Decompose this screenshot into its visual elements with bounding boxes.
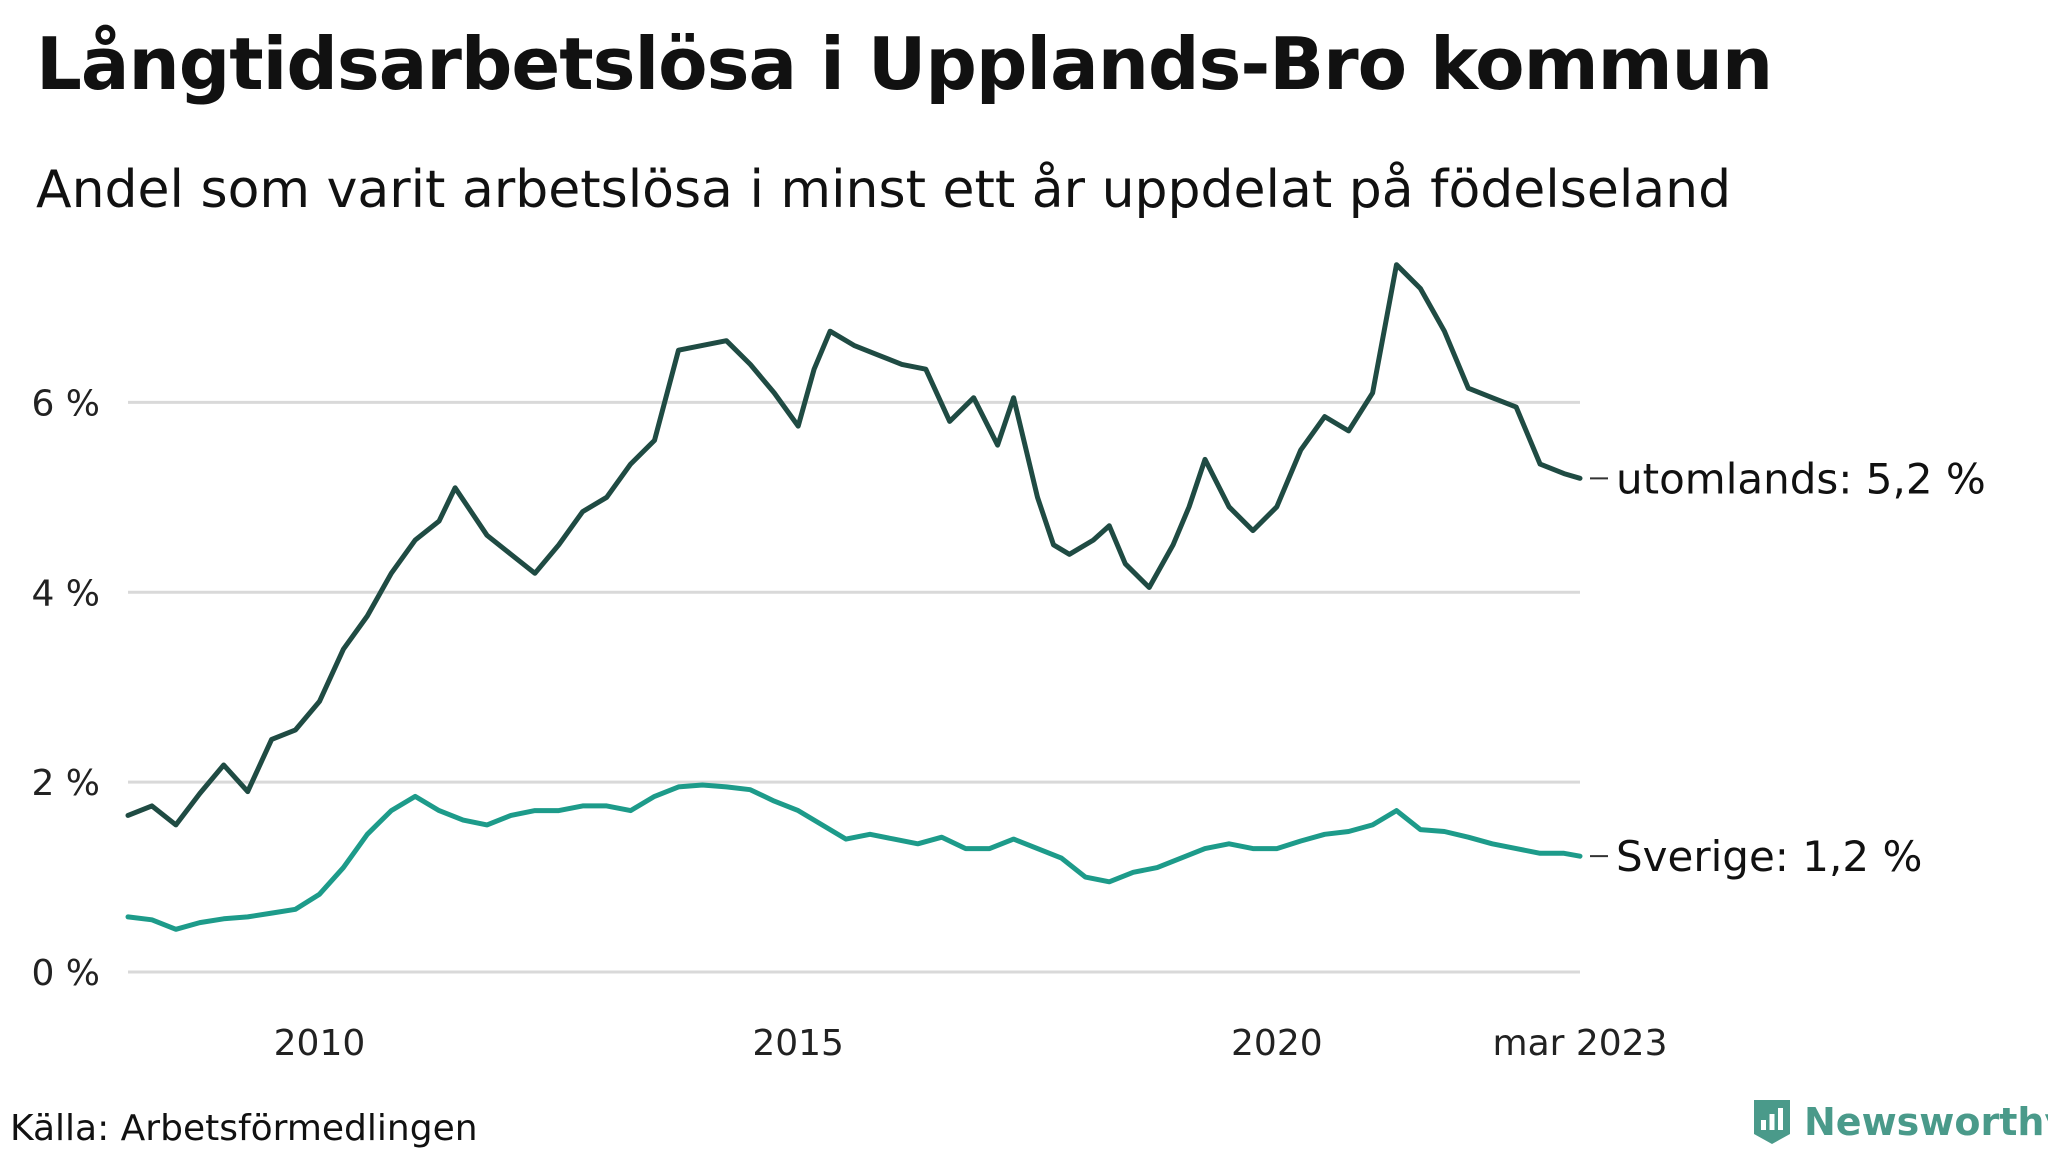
series-line-sverige <box>125 782 1583 932</box>
x-tick-label: 2010 <box>274 1023 366 1064</box>
brand-name: Newsworthy <box>1804 1100 2048 1144</box>
y-tick-label: 2 % <box>31 763 100 804</box>
newsworthy-icon <box>1754 1100 1790 1144</box>
y-tick-label: 6 % <box>31 383 100 424</box>
x-tick-label: 2020 <box>1231 1023 1323 1064</box>
x-tick-label: mar 2023 <box>1493 1023 1668 1064</box>
brand-logo: Newsworthy <box>1752 1098 2048 1146</box>
source-note: Källa: Arbetsförmedlingen <box>10 1108 478 1149</box>
series-line-utomlands <box>125 262 1583 828</box>
chart-subtitle: Andel som varit arbetslösa i minst ett å… <box>36 160 1732 220</box>
x-tick-label: 2015 <box>752 1023 844 1064</box>
y-tick-label: 0 % <box>31 953 100 994</box>
series-end-label: Sverige: 1,2 % <box>1616 832 1922 881</box>
series-end-label: utomlands: 5,2 % <box>1616 454 1986 503</box>
chart-title: Långtidsarbetslösa i Upplands-Bro kommun <box>36 22 1773 106</box>
y-tick-label: 4 % <box>31 573 100 614</box>
